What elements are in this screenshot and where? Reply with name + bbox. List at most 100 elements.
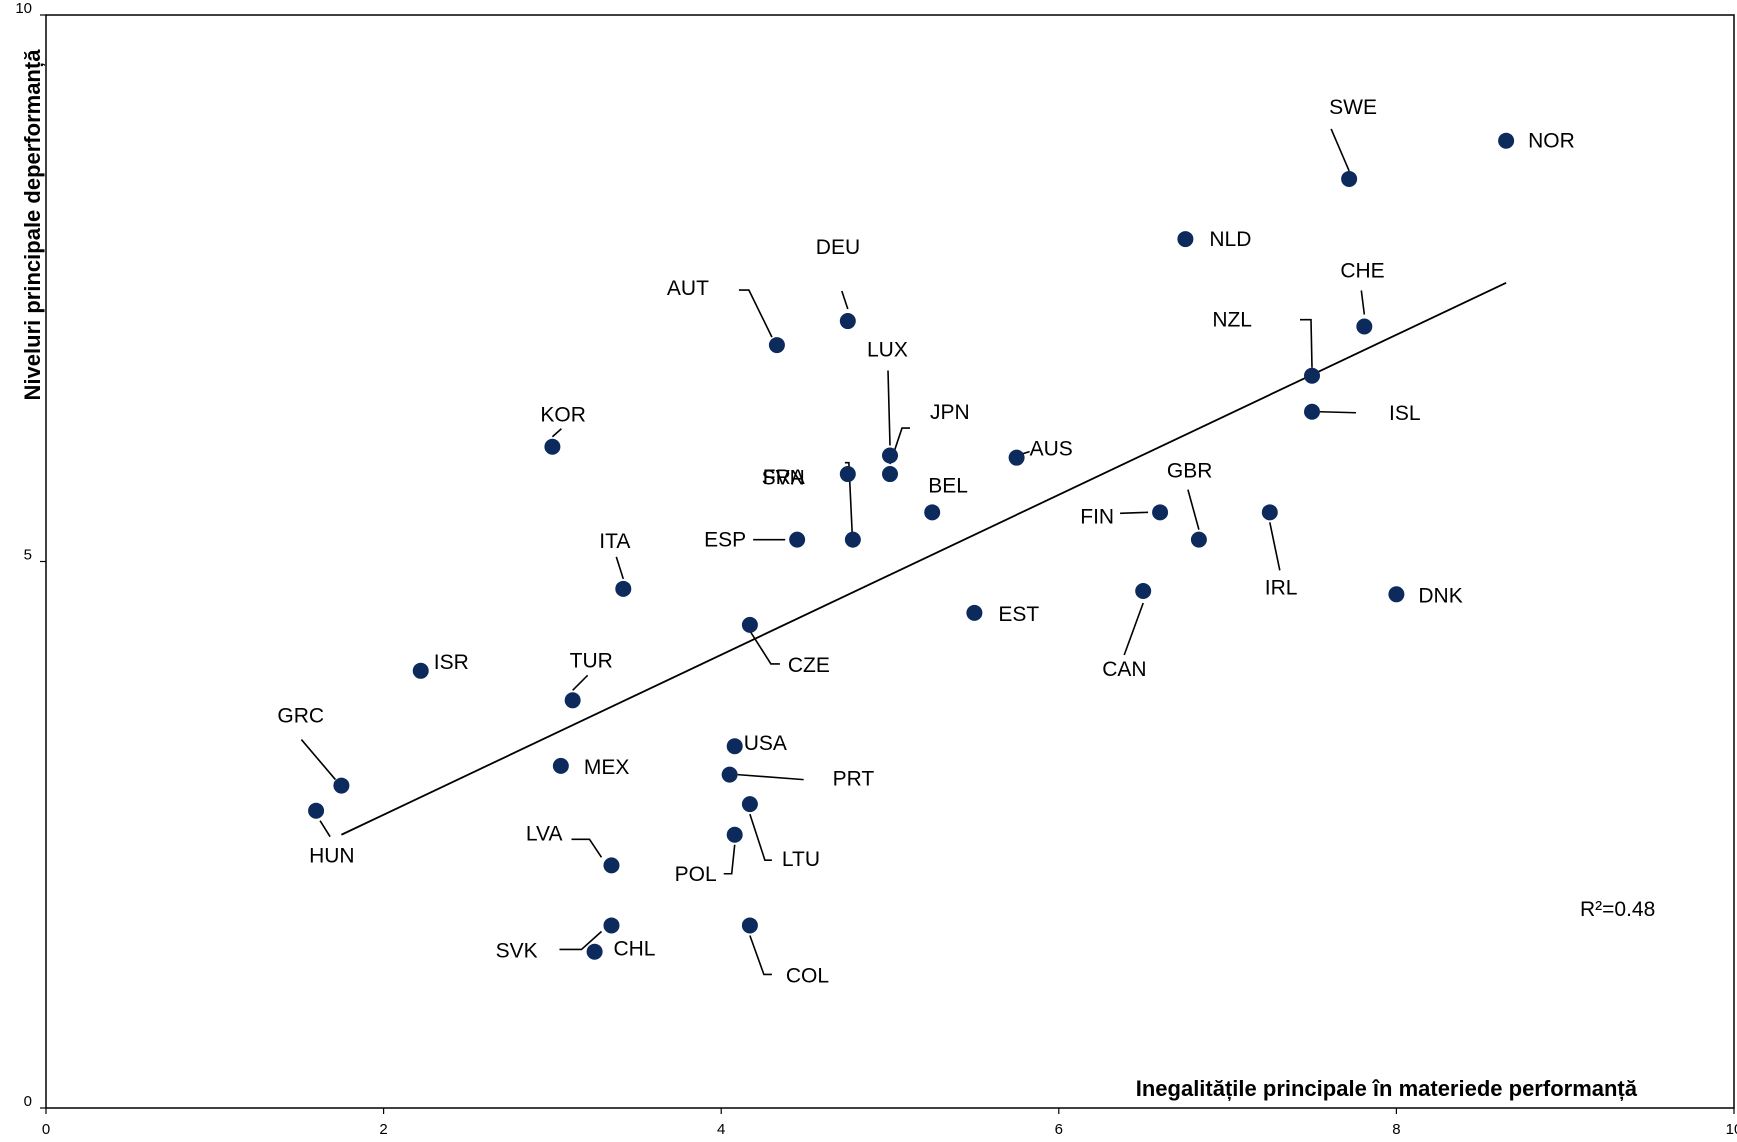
- leader-line: [1300, 318, 1313, 368]
- label-leader-lines: [300, 128, 1366, 976]
- data-point: [1388, 586, 1405, 603]
- data-point: [1304, 367, 1320, 384]
- leader-line: [1187, 489, 1200, 530]
- data-point: [603, 857, 620, 874]
- r-squared-annotation: R²=0.48: [1580, 898, 1655, 921]
- leader-line: [1120, 511, 1149, 515]
- leader-line: [1123, 602, 1144, 656]
- leader-line: [1360, 290, 1366, 315]
- x-tick-label: 0: [42, 1121, 50, 1138]
- data-point: [721, 766, 738, 783]
- data-point: [1261, 504, 1278, 521]
- leader-line: [559, 930, 603, 951]
- leader-line: [1330, 128, 1350, 172]
- data-point: [789, 531, 806, 548]
- point-label: EST: [998, 603, 1039, 626]
- trend-line: [341, 281, 1507, 836]
- point-label: LUX: [867, 338, 908, 361]
- point-label: FRA: [763, 466, 805, 489]
- data-points: [308, 132, 1515, 960]
- data-point: [1356, 318, 1373, 335]
- data-point: [564, 692, 581, 709]
- data-point: [839, 466, 856, 483]
- data-point: [544, 438, 561, 455]
- data-point: [924, 504, 941, 521]
- point-label: AUT: [667, 277, 709, 300]
- point-label: POL: [675, 863, 717, 886]
- point-label: GBR: [1167, 460, 1213, 483]
- data-point: [1304, 403, 1320, 420]
- data-point: [615, 580, 632, 597]
- data-point: [844, 531, 861, 548]
- leader-line: [749, 813, 772, 861]
- y-tick-label: 5: [24, 547, 32, 564]
- x-tick-label: 10: [1726, 1121, 1737, 1138]
- point-label: LTU: [782, 848, 820, 871]
- leader-line: [738, 289, 773, 338]
- leader-line: [571, 838, 603, 858]
- data-point: [333, 777, 350, 794]
- data-point: [1177, 231, 1194, 248]
- data-point: [741, 616, 758, 633]
- leader-line: [887, 370, 891, 446]
- point-label: NZL: [1212, 309, 1252, 332]
- point-label: IRL: [1265, 576, 1298, 599]
- leader-line: [551, 428, 562, 438]
- point-label: CZE: [788, 654, 830, 677]
- data-point: [726, 738, 743, 755]
- data-point: [308, 802, 325, 819]
- axis-ticks: 0 2 4 6 8 10 0 5 10: [15, 0, 1737, 1138]
- data-point: [882, 447, 898, 464]
- point-label: DEU: [816, 236, 860, 259]
- data-point: [839, 313, 856, 330]
- data-point: [552, 757, 569, 774]
- point-label: ISL: [1389, 402, 1421, 425]
- data-point: [412, 662, 429, 679]
- point-label: GRC: [277, 705, 324, 728]
- data-point: [1498, 132, 1515, 149]
- data-point: [966, 604, 983, 621]
- point-label: CHL: [613, 937, 655, 960]
- point-label: DNK: [1418, 584, 1462, 607]
- data-point: [586, 943, 603, 960]
- point-label: KOR: [540, 404, 586, 427]
- point-label: CAN: [1102, 658, 1146, 681]
- data-point: [768, 337, 785, 354]
- point-label: AUS: [1030, 438, 1073, 461]
- leader-line: [1269, 522, 1281, 571]
- point-label: ESP: [704, 529, 746, 552]
- point-label: SWE: [1329, 96, 1377, 119]
- point-label: NOR: [1528, 130, 1575, 153]
- point-label: LVA: [526, 822, 563, 845]
- point-label: USA: [744, 732, 787, 755]
- y-tick-label: 10: [15, 0, 32, 17]
- data-point: [1008, 449, 1025, 466]
- point-label: SVN: [762, 467, 805, 490]
- point-label: NLD: [1209, 228, 1251, 251]
- y-tick-label: 0: [24, 1093, 32, 1110]
- data-point: [1190, 531, 1207, 548]
- x-tick-label: 6: [1055, 1121, 1063, 1138]
- point-label: SVK: [496, 940, 538, 963]
- leader-line: [319, 820, 331, 838]
- data-point: [1341, 170, 1358, 187]
- leader-line: [1319, 410, 1357, 414]
- data-point: [603, 917, 620, 934]
- leader-line: [572, 674, 589, 691]
- x-tick-label: 4: [717, 1121, 725, 1138]
- point-label: ISR: [434, 651, 469, 674]
- data-point: [726, 826, 743, 843]
- x-axis-title: Inegalitățile principale în materiede pe…: [1136, 1076, 1638, 1101]
- data-point: [741, 796, 758, 813]
- point-label: JPN: [930, 401, 970, 424]
- leader-line: [749, 630, 780, 665]
- point-label: COL: [786, 964, 829, 987]
- data-point: [882, 466, 898, 483]
- data-point: [1152, 504, 1169, 521]
- x-tick-label: 8: [1392, 1121, 1400, 1138]
- data-point: [1135, 583, 1152, 600]
- y-axis-title: Niveluri principale deperformanță: [20, 49, 45, 401]
- point-label: BEL: [928, 474, 968, 497]
